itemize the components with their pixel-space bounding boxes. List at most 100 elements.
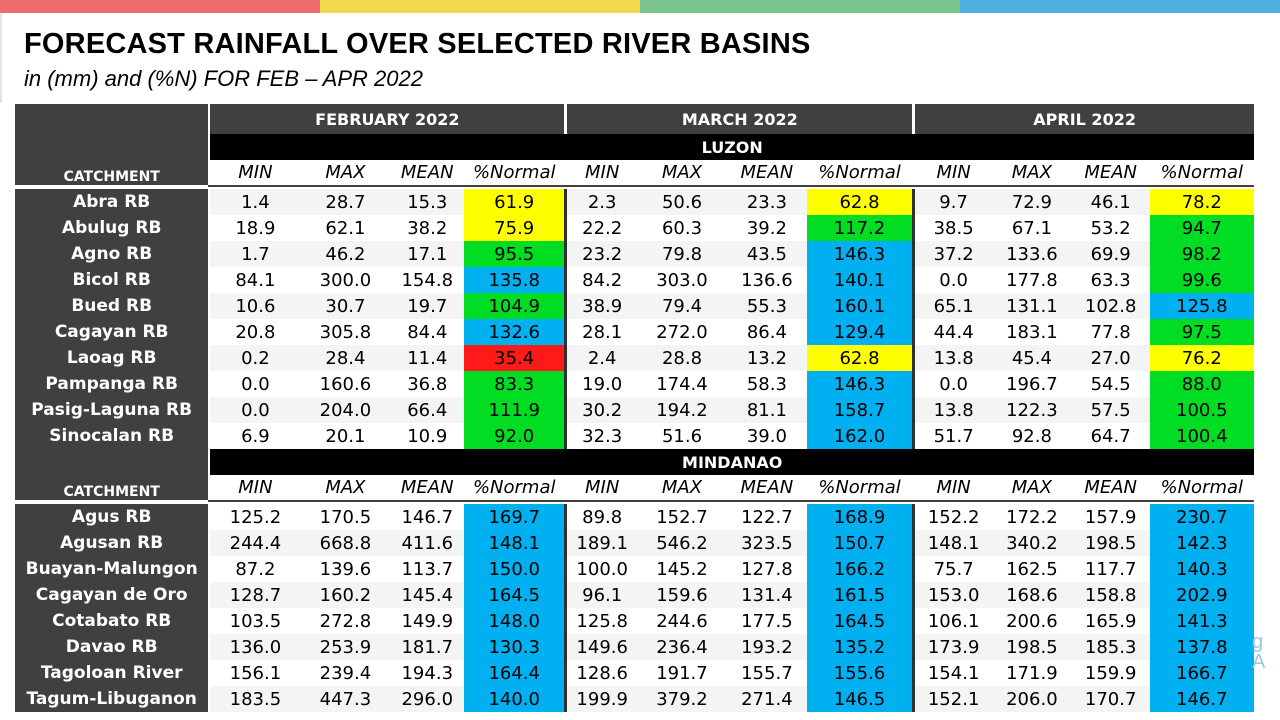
max-value: 131.1 (991, 293, 1072, 319)
min-value: 136.0 (210, 634, 301, 660)
row-gap (208, 660, 211, 686)
min-value: 13.8 (915, 345, 992, 371)
spacer (1071, 187, 1150, 189)
column-header: MEAN (390, 475, 465, 502)
column-header: MAX (991, 160, 1072, 187)
percent-normal-value: 35.4 (464, 345, 565, 371)
spacer (15, 502, 209, 504)
table-row: Bued RB 10.6 30.7 19.7 104.9 38.9 79.4 55.3 160.… (15, 293, 1254, 319)
spacer (991, 502, 1072, 504)
page-title: FORECAST RAINFALL OVER SELECTED RIVER BA… (24, 28, 811, 60)
mean-value: 296.0 (390, 686, 465, 712)
column-header: MEAN (390, 160, 465, 187)
row-gap (912, 504, 916, 530)
mean-value: 157.9 (1071, 504, 1150, 530)
row-gap (912, 293, 916, 319)
spacer (300, 502, 391, 504)
catchment-name: Davao RB (15, 634, 209, 660)
percent-normal-value: 135.8 (464, 267, 565, 293)
header-gap (208, 160, 211, 187)
column-header: MIN (567, 160, 637, 187)
min-value: 0.0 (915, 371, 992, 397)
region-gap (208, 134, 211, 160)
percent-normal-value: 148.1 (464, 530, 565, 556)
max-value: 28.8 (636, 345, 727, 371)
percent-normal-value: 130.3 (464, 634, 565, 660)
row-gap (912, 267, 916, 293)
mean-value: 39.0 (726, 423, 807, 449)
percent-normal-value: 78.2 (1149, 189, 1254, 215)
min-value: 0.0 (210, 397, 301, 423)
region-header: MINDANAO (210, 449, 1254, 475)
row-gap (912, 241, 916, 267)
mean-value: 77.8 (1071, 319, 1150, 345)
min-value: 32.3 (567, 423, 637, 449)
spacer (15, 187, 209, 189)
percent-normal-value: 83.3 (464, 371, 565, 397)
catchment-name: Tagum-Libuganon (15, 686, 209, 712)
row-gap (912, 215, 916, 241)
max-value: 51.6 (636, 423, 727, 449)
min-value: 154.1 (915, 660, 992, 686)
column-header: MIN (915, 475, 992, 502)
region-gap (208, 449, 211, 475)
catchment-column-fill (15, 449, 209, 475)
table-row: Tagum-Libuganon 183.5 447.3 296.0 140.0 199.9… (15, 686, 1254, 712)
row-gap (912, 686, 916, 712)
max-value: 191.7 (636, 660, 727, 686)
table-row: Cagayan de Oro 128.7 160.2 145.4 164.5 96.1 15… (15, 582, 1254, 608)
max-value: 122.3 (991, 397, 1072, 423)
percent-normal-value: 117.2 (806, 215, 913, 241)
max-value: 72.9 (991, 189, 1072, 215)
percent-normal-value: 148.0 (464, 608, 565, 634)
row-gap (208, 608, 211, 634)
max-value: 305.8 (300, 319, 391, 345)
mean-value: 43.5 (726, 241, 807, 267)
spacer (1149, 187, 1254, 189)
mean-value: 136.6 (726, 267, 807, 293)
max-value: 45.4 (991, 345, 1072, 371)
mean-value: 146.7 (390, 504, 465, 530)
column-header: %Normal (1149, 475, 1254, 502)
percent-normal-value: 160.1 (806, 293, 913, 319)
spacer (464, 502, 565, 504)
mean-value: 127.8 (726, 556, 807, 582)
table-row: Abra RB 1.4 28.7 15.3 61.9 2.3 50.6 23.3 62.8 9.7… (15, 189, 1254, 215)
min-value: 51.7 (915, 423, 992, 449)
mean-value: 193.2 (726, 634, 807, 660)
header-gap (208, 475, 211, 502)
mean-value: 117.7 (1071, 556, 1150, 582)
max-value: 152.7 (636, 504, 727, 530)
percent-normal-value: 62.8 (806, 345, 913, 371)
spacer (564, 187, 568, 189)
max-value: 379.2 (636, 686, 727, 712)
spacer (726, 502, 807, 504)
catchment-label: CATCHMENT (15, 475, 209, 502)
table-row: Abulug RB 18.9 62.1 38.2 75.9 22.2 60.3 39.2 117… (15, 215, 1254, 241)
percent-normal-value: 140.0 (464, 686, 565, 712)
catchment-name: Laoag RB (15, 345, 209, 371)
spacer (208, 502, 211, 504)
catchment-header-blank (15, 104, 209, 134)
top-color-bar (0, 0, 1280, 13)
mean-value: 39.2 (726, 215, 807, 241)
column-header: MIN (210, 475, 301, 502)
mean-value: 55.3 (726, 293, 807, 319)
percent-normal-value: 95.5 (464, 241, 565, 267)
max-value: 79.4 (636, 293, 727, 319)
max-value: 62.1 (300, 215, 391, 241)
min-value: 19.0 (567, 371, 637, 397)
min-value: 28.1 (567, 319, 637, 345)
table-row: Bicol RB 84.1 300.0 154.8 135.8 84.2 303.0 136.… (15, 267, 1254, 293)
max-value: 162.5 (991, 556, 1072, 582)
catchment-name: Abulug RB (15, 215, 209, 241)
percent-normal-value: 168.9 (806, 504, 913, 530)
row-gap (912, 530, 916, 556)
table-row: Cagayan RB 20.8 305.8 84.4 132.6 28.1 272.0 86.… (15, 319, 1254, 345)
min-value: 125.2 (210, 504, 301, 530)
row-gap (208, 371, 211, 397)
percent-normal-value: 166.2 (806, 556, 913, 582)
max-value: 46.2 (300, 241, 391, 267)
max-value: 300.0 (300, 267, 391, 293)
column-header: MEAN (726, 160, 807, 187)
